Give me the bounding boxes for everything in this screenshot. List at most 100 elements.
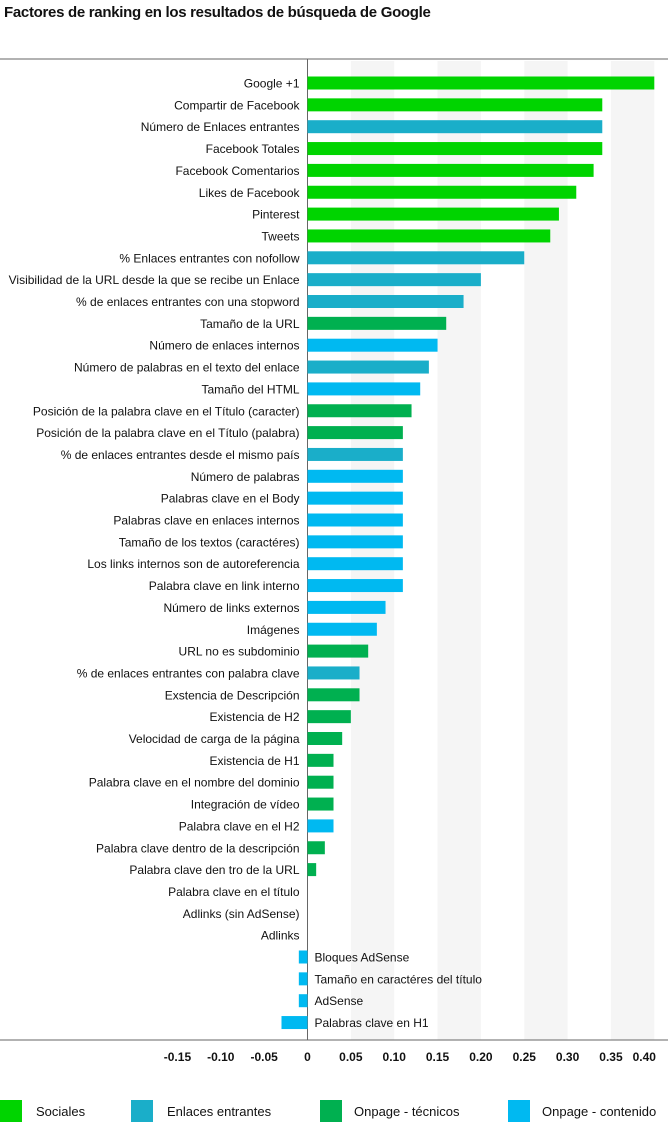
category-label: Palabra clave den tro de la URL [129,863,299,877]
category-label: Palabras clave en H1 [315,1016,429,1030]
bar [281,1016,308,1030]
category-label: Palabra clave en el H2 [179,819,300,833]
category-label: AdSense [315,994,364,1008]
bar [307,797,334,811]
bar [307,360,429,374]
category-label: URL no es subdominio [179,645,300,659]
category-label: Adlinks [261,929,300,943]
x-tick-label: 0.15 [426,1050,450,1064]
bar [307,753,334,767]
category-label: Bloques AdSense [315,951,410,965]
bar [307,513,403,527]
category-label: Número de links externos [163,601,299,615]
bar [307,426,403,440]
bar [307,557,403,571]
x-tick-label: 0.10 [383,1050,407,1064]
category-label: Tamaño en caractéres del título [315,972,483,986]
x-tick-label: 0.25 [513,1050,537,1064]
category-label: Posición de la palabra clave en el Títul… [36,426,299,440]
bar [307,622,377,636]
bar [307,316,447,330]
category-label: Exstencia de Descripción [165,688,300,702]
bar [307,841,325,855]
bar [307,163,594,177]
category-label: % de enlaces entrantes con una stopword [76,295,299,309]
bar [307,666,360,680]
x-tick-label: -0.10 [207,1050,235,1064]
bar [307,469,403,483]
legend-label: Enlaces entrantes [167,1104,272,1119]
category-label: Número de palabras [191,470,300,484]
category-label: Número de enlaces internos [149,339,299,353]
category-label: Visibilidad de la URL desde la que se re… [9,273,300,287]
grid-band [350,61,395,1040]
category-label: Tweets [261,229,299,243]
category-label: Facebook Comentarios [175,164,299,178]
category-label: Palabras clave en el Body [161,492,300,506]
category-label: % de enlaces entrantes con palabra clave [77,666,300,680]
bar [307,579,403,593]
category-label: Palabra clave en el título [168,885,300,899]
legend-label: Onpage - técnicos [354,1104,460,1119]
bar [307,98,603,112]
legend-swatch [508,1100,530,1122]
bar [307,600,386,614]
x-tick-label: 0.40 [633,1050,657,1064]
category-label: Palabra clave en el nombre del dominio [89,776,300,790]
bar [307,710,351,724]
bar [307,251,525,265]
legend-swatch [320,1100,342,1122]
x-tick-label: 0.20 [469,1050,493,1064]
bar [307,207,559,221]
chart-title: Factores de ranking en los resultados de… [4,4,431,21]
category-label: Número de palabras en el texto del enlac… [74,361,300,375]
category-label: Tamaño de la URL [200,317,300,331]
category-label: Likes de Facebook [199,186,301,200]
category-label: Palabra clave en link interno [149,579,300,593]
bar [307,382,421,396]
bar [298,972,308,986]
bar [307,404,412,418]
category-label: Los links internos son de autoreferencia [87,557,299,571]
category-label: Número de Enlaces entrantes [141,120,300,134]
bar [307,295,464,308]
category-label: Palabra clave dentro de la descripción [96,841,299,855]
category-label: Velocidad de carga de la página [129,732,300,746]
grid-band [610,61,655,1040]
bar [307,447,403,461]
bar-chart: Google +1 Compartir de Facebook Número de … [0,58,668,1064]
bar [307,535,403,549]
category-label: Posición de la palabra clave en el Títul… [33,404,300,418]
bar [298,950,308,964]
bar [307,273,481,287]
x-tick-label: 0 [304,1050,311,1064]
grid-band [524,61,568,1040]
category-label: Palabras clave en enlaces internos [113,514,299,528]
category-label: Existencia de H1 [209,754,299,768]
bar [307,863,317,877]
bar [307,229,551,243]
bar [307,819,334,833]
legend-label: Onpage - contenido [542,1104,657,1119]
x-tick-label: -0.05 [250,1050,278,1064]
bar [307,491,403,505]
category-label: Imágenes [247,623,300,637]
bar [307,338,438,352]
category-label: % Enlaces entrantes con nofollow [119,251,299,265]
category-label: Existencia de H2 [209,710,299,724]
legend-swatch [131,1100,153,1122]
legend-swatch [0,1100,22,1122]
x-tick-label: 0.35 [599,1050,623,1064]
category-label: Compartir de Facebook [174,98,300,112]
category-label: Facebook Totales [206,142,300,156]
bar [307,775,334,789]
bar [298,994,308,1008]
bar [307,732,343,745]
grid-band [437,61,481,1040]
category-label: Tamaño del HTML [201,382,299,396]
category-label: Google +1 [244,77,300,91]
legend-label: Sociales [36,1104,86,1119]
bar [307,76,655,90]
bar [307,644,369,658]
bar [307,142,603,156]
